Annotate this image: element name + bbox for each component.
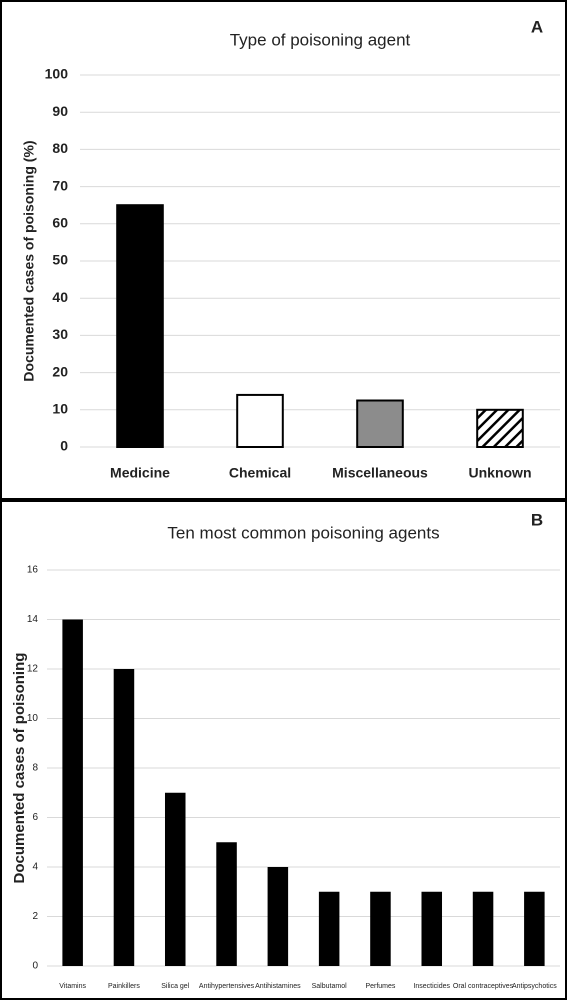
y-tick-label: 16 <box>27 565 39 576</box>
y-tick-label: 2 <box>32 911 38 922</box>
y-axis-label: Documented cases of poisoning (%) <box>21 140 37 381</box>
x-tick-label: Silica gel <box>161 983 189 990</box>
bar <box>476 408 524 448</box>
x-tick-label: Vitamins <box>59 983 86 990</box>
bar <box>116 204 164 448</box>
x-tick-label: Painkillers <box>108 983 140 990</box>
x-tick-label: Perfumes <box>365 983 395 990</box>
bar <box>356 399 404 448</box>
y-tick-label: 4 <box>32 862 38 873</box>
bar <box>318 891 340 966</box>
x-tick-label: Unknown <box>469 465 532 481</box>
panel-frame <box>0 0 567 500</box>
y-tick-label: 0 <box>60 438 68 454</box>
panel-label: B <box>531 510 543 529</box>
y-tick-label: 30 <box>52 326 68 342</box>
y-tick-label: 70 <box>52 177 68 193</box>
y-tick-label: 90 <box>52 103 68 119</box>
bar <box>236 393 284 449</box>
x-tick-label: Chemical <box>229 465 291 481</box>
y-tick-label: 100 <box>45 66 69 82</box>
y-tick-label: 14 <box>27 614 39 625</box>
y-tick-label: 60 <box>52 215 68 231</box>
y-tick-label: 40 <box>52 289 68 305</box>
y-tick-label: 10 <box>27 713 39 724</box>
x-tick-label: Insecticides <box>413 983 450 990</box>
x-tick-label: Oral contraceptives <box>453 983 514 990</box>
y-tick-label: 12 <box>27 664 39 675</box>
y-tick-label: 6 <box>32 812 38 823</box>
y-tick-label: 0 <box>32 961 38 972</box>
bar <box>113 669 135 966</box>
bar <box>216 842 237 966</box>
x-tick-label: Salbutamol <box>312 983 347 990</box>
y-tick-label: 50 <box>52 252 68 268</box>
panel-label: A <box>531 17 543 36</box>
bar <box>472 891 494 966</box>
bar <box>524 891 545 966</box>
panel-frame <box>0 500 567 1000</box>
bar <box>370 891 391 966</box>
x-tick-label: Medicine <box>110 465 170 481</box>
chart-title: Type of poisoning agent <box>230 30 411 49</box>
chart-title: Ten most common poisoning agents <box>167 523 439 542</box>
bar <box>164 792 186 966</box>
y-tick-label: 10 <box>52 401 68 417</box>
y-tick-label: 20 <box>52 363 68 379</box>
y-tick-label: 80 <box>52 140 68 156</box>
x-tick-label: Antipsychotics <box>512 983 557 990</box>
bar <box>267 867 289 966</box>
x-tick-label: Antihypertensives <box>199 983 255 990</box>
y-tick-label: 8 <box>32 763 38 774</box>
bar <box>62 619 83 966</box>
x-tick-label: Antihistamines <box>255 983 301 990</box>
bar <box>421 891 443 966</box>
x-tick-label: Miscellaneous <box>332 465 428 481</box>
y-axis-label: Documented cases of poisoning <box>11 653 28 884</box>
